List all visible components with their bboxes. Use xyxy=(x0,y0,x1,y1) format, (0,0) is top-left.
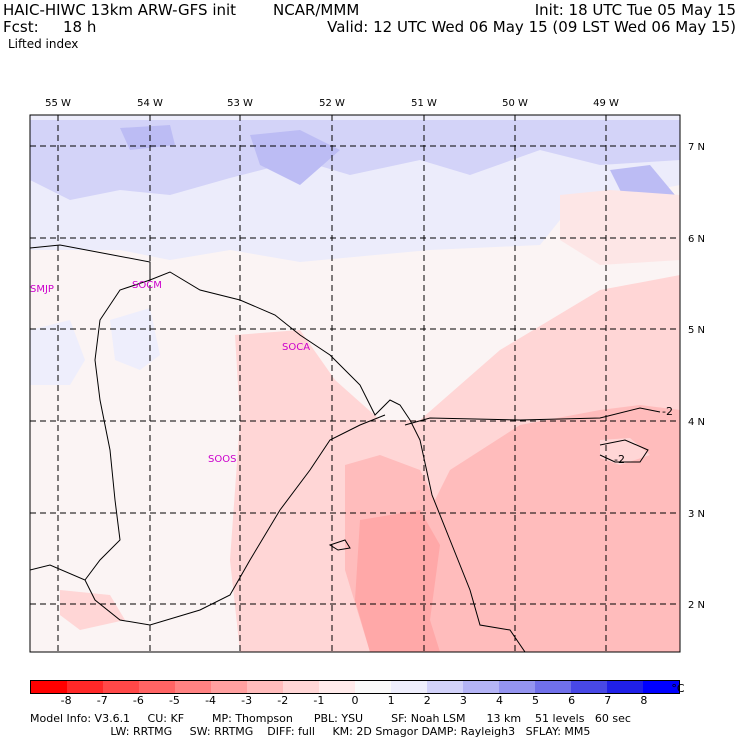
lat-label: 4 N xyxy=(688,417,705,428)
stable-patch-west xyxy=(30,320,85,385)
color-scale-tick: -1 xyxy=(313,694,325,707)
field-name: Lifted index xyxy=(8,37,79,51)
graticule xyxy=(30,115,680,652)
color-swatch xyxy=(427,681,463,693)
color-swatch xyxy=(139,681,175,693)
color-swatch xyxy=(499,681,535,693)
color-scale-bar xyxy=(30,680,680,694)
valid-time: Valid: 12 UTC Wed 06 May 15 (09 LST Wed … xyxy=(327,18,736,36)
color-swatch xyxy=(211,681,247,693)
station-label-soca: SOCA xyxy=(282,342,310,353)
color-scale-tick: -4 xyxy=(205,694,217,707)
stable-patch-inland xyxy=(110,308,160,370)
color-scale-unit: °C xyxy=(671,682,685,695)
stable-zone-band xyxy=(30,120,680,200)
color-scale-tick: 7 xyxy=(604,694,612,707)
stable-zone-core-1 xyxy=(250,130,340,185)
model-title: HAIC-HIWC 13km ARW-GFS init xyxy=(3,1,237,19)
color-swatch xyxy=(283,681,319,693)
color-swatch xyxy=(571,681,607,693)
lat-label: 6 N xyxy=(688,234,705,245)
forecast-label: Fcst: xyxy=(3,18,39,36)
contour-line-2 xyxy=(599,439,649,463)
color-scale-tick: 4 xyxy=(495,694,503,707)
lon-label: 54 W xyxy=(137,98,163,109)
border-guiana-brazil xyxy=(30,414,386,626)
contour-value-label: -2 xyxy=(662,405,673,418)
color-scale-tick: 5 xyxy=(532,694,540,707)
lon-label: 53 W xyxy=(227,98,253,109)
color-scale-labels: -8 -7 -6 -5 -4 -3 -2 -1 0 1 2 3 4 5 6 7 8 °C xyxy=(0,682,740,708)
lat-label: 3 N xyxy=(688,509,705,520)
color-scale-tick: -7 xyxy=(96,694,108,707)
lon-label: 51 W xyxy=(411,98,437,109)
unstable-patch-sw xyxy=(60,590,125,630)
contour-line-1 xyxy=(404,407,661,426)
model-info-line-1: Model Info: V3.6.1 CU: KF MP: Thompson P… xyxy=(30,712,631,725)
lat-label: 7 N xyxy=(688,142,705,153)
color-swatch xyxy=(607,681,643,693)
color-swatch xyxy=(355,681,391,693)
color-swatch xyxy=(103,681,139,693)
color-scale-tick: -5 xyxy=(168,694,180,707)
color-scale-tick: 3 xyxy=(459,694,467,707)
lat-label: 2 N xyxy=(688,600,705,611)
init-time: Init: 18 UTC Tue 05 May 15 xyxy=(534,1,736,19)
color-swatch xyxy=(175,681,211,693)
lon-label: 49 W xyxy=(593,98,619,109)
color-scale-tick: 2 xyxy=(423,694,431,707)
station-label-smjp: SMJP xyxy=(30,284,54,295)
color-swatch xyxy=(247,681,283,693)
color-scale-tick: -8 xyxy=(60,694,72,707)
color-swatch xyxy=(463,681,499,693)
unstable-zone-ne xyxy=(560,190,680,265)
unstable-zone-core xyxy=(355,510,440,652)
model-info-line-2: LW: RRTMG SW: RRTMG DIFF: full KM: 2D Sm… xyxy=(30,725,591,738)
color-swatch xyxy=(31,681,67,693)
map-frame xyxy=(29,114,681,653)
color-swatch xyxy=(67,681,103,693)
lon-label: 55 W xyxy=(45,98,71,109)
color-swatch xyxy=(643,681,679,693)
color-swatch xyxy=(319,681,355,693)
org-label: NCAR/MMM xyxy=(273,1,360,19)
coastline xyxy=(30,244,526,652)
border-suriname-guiana xyxy=(84,279,151,581)
color-scale-tick: -3 xyxy=(241,694,253,707)
color-swatch xyxy=(391,681,427,693)
color-swatch xyxy=(535,681,571,693)
color-scale-tick: -6 xyxy=(132,694,144,707)
color-scale-tick: 6 xyxy=(568,694,576,707)
lat-label: 5 N xyxy=(688,325,705,336)
color-scale-tick: 8 xyxy=(640,694,648,707)
lon-label: 50 W xyxy=(502,98,528,109)
station-label-soos: SOOS xyxy=(208,454,236,465)
island-outline xyxy=(328,539,351,551)
contour-value-label: -2 xyxy=(614,453,625,466)
color-scale-tick: -2 xyxy=(277,694,289,707)
color-scale-tick: 0 xyxy=(351,694,359,707)
unstable-patch-e xyxy=(600,438,650,465)
station-label-socm: SOCM xyxy=(132,280,162,291)
lon-label: 52 W xyxy=(319,98,345,109)
stable-zone-core-3 xyxy=(120,125,175,150)
color-scale-tick: 1 xyxy=(387,694,395,707)
forecast-hour: 18 h xyxy=(63,18,97,36)
